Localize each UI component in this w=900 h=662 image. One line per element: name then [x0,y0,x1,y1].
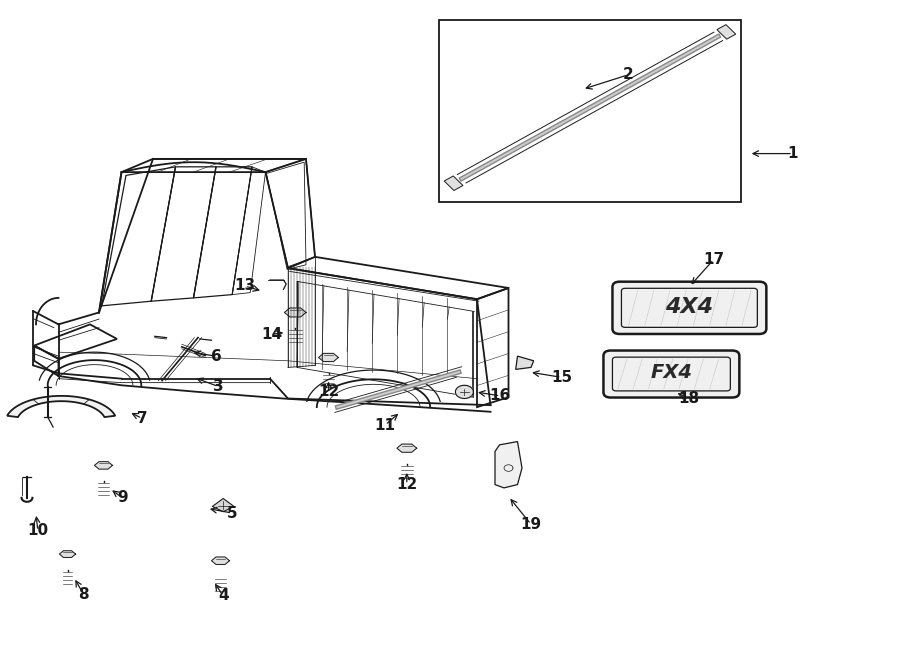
Text: 2: 2 [623,68,634,82]
Text: 16: 16 [490,389,511,403]
Polygon shape [717,24,735,39]
Polygon shape [516,356,534,369]
Text: 13: 13 [234,279,256,293]
Text: 6: 6 [211,349,221,363]
Text: 8: 8 [78,587,89,602]
Text: 17: 17 [703,252,724,267]
Polygon shape [495,442,522,488]
Text: 18: 18 [678,391,699,406]
Text: 1: 1 [788,146,798,161]
Polygon shape [397,444,417,452]
Text: 9: 9 [117,491,128,505]
Text: 12: 12 [396,477,418,492]
Text: 5: 5 [227,506,238,520]
Text: 4X4: 4X4 [665,297,714,316]
Polygon shape [445,176,463,191]
Polygon shape [94,461,112,469]
FancyBboxPatch shape [603,351,740,397]
Text: 11: 11 [374,418,396,432]
Text: 19: 19 [520,517,542,532]
Text: FX4: FX4 [651,363,692,382]
Polygon shape [455,385,473,399]
Text: 4: 4 [218,589,229,603]
Polygon shape [59,551,76,557]
Text: 15: 15 [551,370,572,385]
FancyBboxPatch shape [613,282,766,334]
Polygon shape [7,396,115,417]
Text: 7: 7 [137,411,148,426]
Polygon shape [212,557,230,565]
Text: 3: 3 [213,379,224,394]
Text: 10: 10 [27,524,49,538]
Polygon shape [284,308,306,317]
Text: 14: 14 [261,327,283,342]
Text: 12: 12 [318,385,339,399]
Bar [439,20,741,202]
Polygon shape [212,498,234,512]
Polygon shape [319,354,338,361]
